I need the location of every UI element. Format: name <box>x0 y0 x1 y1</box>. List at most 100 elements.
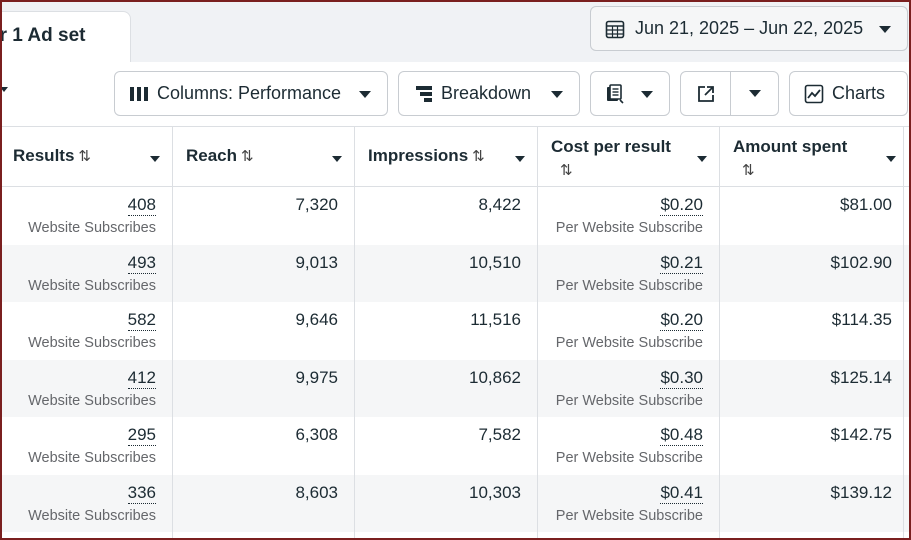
cost-per-result-value[interactable]: $0.20 <box>660 195 703 216</box>
reach-value: 7,320 <box>295 195 338 214</box>
column-divider[interactable] <box>719 126 720 540</box>
cost-per-result-subtitle: Per Website Subscribe <box>555 277 703 294</box>
reach-cell: 9,975 <box>173 360 354 417</box>
amount-spent-value: $81.00 <box>840 195 892 214</box>
impressions-value: 7,582 <box>478 425 521 444</box>
cost-per-result-cell: $0.20 Per Website Subscribe <box>538 302 719 359</box>
calendar-icon <box>605 20 625 38</box>
charts-button[interactable]: Charts <box>789 71 908 116</box>
table-row[interactable]: 493 Website Subscribes 9,013 10,510 $0.21… <box>0 244 911 302</box>
reports-icon <box>607 83 624 104</box>
reach-cell: 6,308 <box>173 417 354 474</box>
impressions-value: 8,422 <box>478 195 521 214</box>
date-range-label: Jun 21, 2025 – Jun 22, 2025 <box>635 18 864 38</box>
results-subtitle: Website Subscribes <box>28 450 156 466</box>
chevron-down-icon[interactable] <box>150 156 160 162</box>
impressions-value: 10,510 <box>469 252 521 272</box>
column-divider[interactable] <box>172 126 173 540</box>
reach-value: 9,975 <box>295 367 338 387</box>
amount-spent-value: $125.14 <box>830 367 892 387</box>
results-cell: 582 Website Subscribes <box>0 302 172 359</box>
table-row[interactable]: 412 Website Subscribes 9,975 10,862 $0.30… <box>0 359 911 417</box>
ads-table: 408 Website Subscribes 7,320 8,422 $0.20 P… <box>0 126 911 540</box>
split-divider <box>730 72 731 115</box>
header-results[interactable]: Results ⇅ <box>0 127 172 187</box>
results-value[interactable]: 582 <box>127 310 156 331</box>
cost-per-result-cell: $0.41 Per Website Subscribe <box>538 475 719 532</box>
header-impressions[interactable]: Impressions ⇅ <box>355 127 537 187</box>
reports-button[interactable] <box>590 71 670 116</box>
sort-icon[interactable]: ⇅ <box>472 148 485 165</box>
chevron-down-icon[interactable] <box>0 87 8 92</box>
table-row[interactable]: 295 Website Subscribes 6,308 7,582 $0.48 P… <box>0 417 911 475</box>
reach-cell: 9,013 <box>173 245 354 302</box>
header-amount-spent-label: Amount spent <box>733 137 848 156</box>
chevron-down-icon[interactable] <box>332 156 342 162</box>
impressions-value: 10,303 <box>469 482 521 502</box>
column-divider[interactable] <box>903 126 904 540</box>
amount-spent-value: $102.90 <box>830 252 892 272</box>
export-options-button[interactable] <box>731 72 779 115</box>
date-range-picker[interactable]: Jun 21, 2025 – Jun 22, 2025 <box>590 6 908 51</box>
export-split-button <box>680 71 779 116</box>
amount-spent-cell: $139.12 <box>720 475 908 532</box>
table-row[interactable]: 582 Website Subscribes 9,646 11,516 $0.20… <box>0 302 911 360</box>
cost-per-result-cell: $0.21 Per Website Subscribe <box>538 245 719 302</box>
cost-per-result-value[interactable]: $0.41 <box>660 482 703 504</box>
amount-spent-cell: $125.14 <box>720 360 908 417</box>
chevron-down-icon[interactable] <box>515 156 525 162</box>
cost-per-result-value[interactable]: $0.20 <box>660 310 703 331</box>
results-subtitle: Website Subscribes <box>28 277 156 294</box>
impressions-cell: 7,582 <box>355 417 537 474</box>
amount-spent-cell: $142.75 <box>720 417 908 474</box>
table-row[interactable]: 336 Website Subscribes 8,603 10,303 $0.41… <box>0 474 911 532</box>
impressions-cell: 10,862 <box>355 360 537 417</box>
table-header: Results ⇅ Reach ⇅ Impressions ⇅ Cost per re… <box>0 126 911 187</box>
amount-spent-value: $139.12 <box>830 482 892 502</box>
export-button[interactable] <box>681 72 730 115</box>
cost-per-result-cell: $0.30 Per Website Subscribe <box>538 360 719 417</box>
impressions-cell: 10,510 <box>355 245 537 302</box>
header-impressions-label: Impressions <box>368 146 469 165</box>
reach-cell: 9,646 <box>173 302 354 359</box>
ad-set-tab[interactable]: or 1 Ad set <box>0 11 131 62</box>
results-value[interactable]: 408 <box>127 195 156 216</box>
impressions-cell: 11,516 <box>355 302 537 359</box>
breakdown-button[interactable]: Breakdown <box>398 71 580 116</box>
header-cost-per-result-label: Cost per result <box>551 137 671 156</box>
header-cost-per-result[interactable]: Cost per result ⇅ <box>538 127 719 187</box>
results-cell: 336 Website Subscribes <box>0 475 172 532</box>
results-value[interactable]: 336 <box>127 482 156 504</box>
cost-per-result-value[interactable]: $0.48 <box>660 425 703 446</box>
cost-per-result-subtitle: Per Website Subscribe <box>555 335 703 351</box>
chevron-down-icon <box>551 91 563 98</box>
chevron-down-icon[interactable] <box>697 156 707 162</box>
table-row[interactable]: 408 Website Subscribes 7,320 8,422 $0.20 P… <box>0 187 911 245</box>
sort-icon[interactable]: ⇅ <box>241 148 254 165</box>
columns-button[interactable]: Columns: Performance <box>114 71 388 116</box>
results-value[interactable]: 295 <box>127 425 156 446</box>
amount-spent-value: $142.75 <box>830 425 892 444</box>
cost-per-result-value[interactable]: $0.21 <box>660 252 703 274</box>
header-reach[interactable]: Reach ⇅ <box>173 127 354 187</box>
cost-per-result-value[interactable]: $0.30 <box>660 367 703 389</box>
chevron-down-icon <box>359 91 371 98</box>
sort-icon[interactable]: ⇅ <box>742 162 755 179</box>
chevron-down-icon[interactable] <box>886 156 896 162</box>
cost-per-result-subtitle: Per Website Subscribe <box>555 507 703 524</box>
amount-spent-cell: $102.90 <box>720 245 908 302</box>
results-value[interactable]: 412 <box>127 367 156 389</box>
sort-icon[interactable]: ⇅ <box>78 148 91 165</box>
columns-button-label: Columns: Performance <box>157 83 342 103</box>
impressions-value: 10,862 <box>469 367 521 387</box>
results-cell: 408 Website Subscribes <box>0 187 172 244</box>
column-divider[interactable] <box>537 126 538 540</box>
toolbar: Columns: Performance Breakdown <box>0 62 911 126</box>
breakdown-icon <box>416 85 432 102</box>
results-value[interactable]: 493 <box>127 252 156 274</box>
cost-per-result-cell: $0.48 Per Website Subscribe <box>538 417 719 474</box>
sort-icon[interactable]: ⇅ <box>560 162 573 179</box>
column-divider[interactable] <box>354 126 355 540</box>
chevron-down-icon <box>641 91 653 98</box>
header-amount-spent[interactable]: Amount spent ⇅ <box>720 127 908 187</box>
